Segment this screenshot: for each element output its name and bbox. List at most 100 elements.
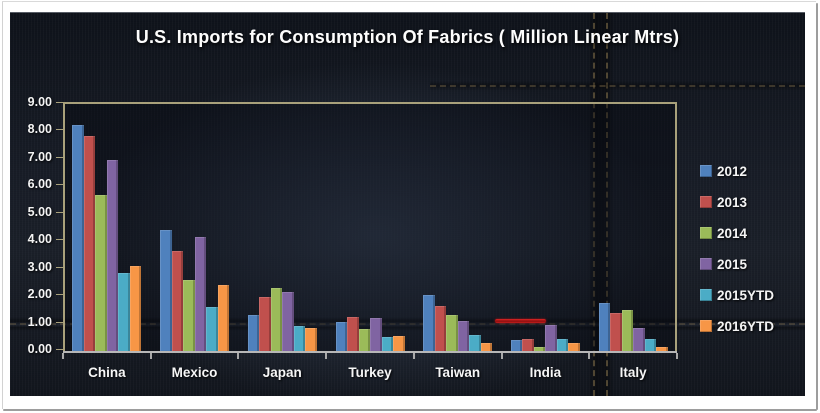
frame-shadow-right	[816, 3, 818, 410]
bar-2013-taiwan	[434, 305, 447, 351]
legend-swatch-2015	[700, 258, 712, 270]
y-tick-mark	[56, 266, 63, 268]
bar-2014-italy	[621, 309, 634, 351]
bar-2015ytd-italy	[644, 338, 657, 351]
x-category-label-india: India	[529, 365, 562, 380]
legend-swatch-2013	[700, 196, 712, 208]
y-tick-label-9.00: 9.00	[27, 95, 52, 109]
legend-label: 2015YTD	[717, 287, 775, 303]
bar-2013-china	[83, 135, 96, 351]
bar-2013-italy	[610, 312, 622, 351]
y-tick-label-6.00: 6.00	[27, 177, 52, 192]
bar-2014-japan	[270, 287, 283, 351]
plot-area	[63, 102, 677, 353]
x-category-label-china: China	[88, 365, 126, 380]
legend-swatch-2014	[700, 227, 712, 239]
y-tick-label-7.00: 7.00	[27, 149, 52, 164]
bar-2012-mexico	[160, 230, 172, 351]
bar-2012-india	[510, 340, 523, 351]
y-tick-mark	[56, 156, 63, 158]
legend-item-2015: 2015	[700, 254, 747, 274]
bar-2014-taiwan	[446, 315, 458, 351]
x-tick-mark	[237, 353, 240, 359]
bar-2016ytd-italy	[656, 346, 668, 351]
bar-2013-mexico	[171, 250, 184, 351]
legend-label: 2016YTD	[717, 318, 775, 334]
y-tick-mark	[56, 129, 63, 131]
y-tick-mark	[56, 321, 63, 323]
bar-2015ytd-taiwan	[469, 334, 481, 351]
x-category-label-japan: Japan	[262, 365, 302, 380]
y-tick-mark	[56, 239, 63, 241]
bar-2012-taiwan	[423, 294, 435, 351]
x-tick-mark	[676, 353, 678, 359]
x-tick-mark	[325, 353, 328, 359]
x-axis-line	[63, 351, 677, 353]
y-tick-label-8.00: 8.00	[27, 122, 52, 137]
y-tick-label-1.00: 1.00	[27, 314, 52, 329]
bar-2012-china	[72, 124, 84, 351]
legend-swatch-2016ytd	[700, 320, 712, 332]
x-category-label-turkey: Turkey	[348, 365, 392, 380]
legend-label: 2013	[717, 194, 748, 210]
legend-label: 2014	[717, 225, 748, 241]
bar-2015ytd-china	[118, 272, 130, 351]
bar-2015-taiwan	[457, 320, 470, 351]
bar-2012-turkey	[335, 322, 347, 351]
x-tick-mark	[500, 353, 503, 359]
bar-2016ytd-turkey	[393, 335, 405, 351]
bar-2014-china	[95, 194, 107, 351]
y-tick-label-0.00: 0.00	[27, 342, 52, 356]
y-tick-mark	[56, 184, 63, 186]
bar-2014-turkey	[358, 329, 370, 351]
legend-swatch-2015ytd	[700, 289, 712, 301]
red-marker-annotation	[494, 318, 546, 323]
x-category-label-taiwan: Taiwan	[435, 365, 481, 380]
bar-2015-india	[545, 324, 557, 351]
bar-2015-japan	[282, 292, 294, 351]
x-tick-mark	[62, 353, 64, 359]
legend-item-2015ytd: 2015YTD	[700, 285, 774, 305]
bar-2016ytd-mexico	[217, 285, 230, 351]
y-tick-mark	[56, 102, 63, 103]
legend-swatch-2012	[700, 165, 712, 177]
bar-2012-japan	[247, 315, 260, 351]
bar-2015-mexico	[194, 237, 207, 351]
y-tick-mark	[56, 294, 63, 296]
bar-2015ytd-japan	[293, 326, 306, 351]
bar-2012-italy	[598, 302, 611, 351]
y-tick-label-3.00: 3.00	[27, 259, 52, 274]
bar-2013-india	[522, 338, 534, 351]
y-tick-mark	[56, 211, 63, 213]
legend-item-2012: 2012	[700, 161, 747, 181]
bar-2015-turkey	[370, 318, 382, 351]
legend-label: 2012	[717, 163, 748, 179]
bar-2015ytd-turkey	[381, 337, 393, 351]
bar-2013-japan	[259, 297, 271, 351]
bar-2013-turkey	[347, 316, 359, 351]
bar-2014-india	[533, 346, 546, 351]
y-tick-label-2.00: 2.00	[27, 287, 52, 302]
y-tick-mark	[56, 349, 63, 350]
frame-edge-top	[2, 1, 816, 2]
legend-item-2013: 2013	[700, 192, 747, 212]
x-tick-mark	[588, 353, 591, 359]
bar-2016ytd-japan	[305, 327, 317, 351]
bar-2015ytd-india	[556, 338, 569, 351]
x-tick-mark	[412, 353, 415, 359]
x-category-label-mexico: Mexico	[171, 365, 218, 380]
denim-background: U.S. Imports for Consumption Of Fabrics …	[10, 12, 805, 396]
legend-item-2016ytd: 2016YTD	[700, 316, 774, 336]
bar-2015-italy	[633, 327, 645, 351]
denim-horizontal-seam-top	[430, 81, 805, 91]
bar-2014-mexico	[183, 279, 195, 351]
bar-2016ytd-taiwan	[480, 342, 493, 351]
y-tick-label-4.00: 4.00	[27, 232, 52, 247]
chart-title: U.S. Imports for Consumption Of Fabrics …	[135, 27, 680, 47]
x-category-label-italy: Italy	[619, 365, 647, 380]
legend-item-2014: 2014	[700, 223, 747, 243]
y-tick-label-5.00: 5.00	[27, 204, 52, 219]
frame-edge-left	[2, 2, 3, 409]
bar-2015-china	[106, 160, 119, 351]
